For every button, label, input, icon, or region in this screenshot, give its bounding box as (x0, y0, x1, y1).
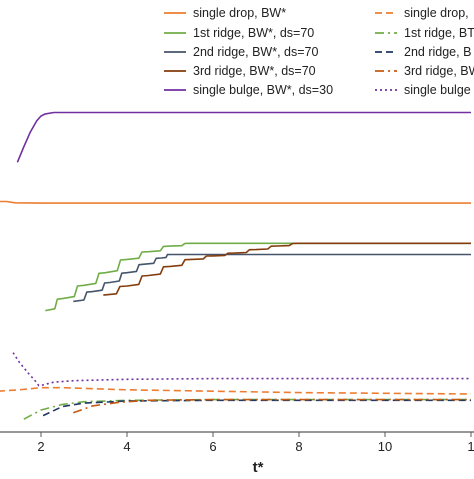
series-line (0, 386, 472, 395)
x-tick-label: 2 (37, 439, 44, 454)
x-axis-title: t* (253, 459, 264, 474)
series-line (42, 399, 471, 417)
axes-layer: 2 4 6 8 10 1 (0, 431, 474, 454)
legend-label: 2nd ridge, B (404, 45, 471, 59)
legend-label: 3rd ridge, BW (404, 64, 474, 78)
series-line (45, 242, 471, 312)
legend-label: single bulge, BW*, ds=30 (193, 83, 333, 97)
series-line (73, 398, 471, 414)
series-line (103, 242, 471, 296)
legend-label: 1st ridge, BT (404, 26, 474, 40)
legend-label: 1st ridge, BW*, ds=70 (193, 26, 314, 40)
x-tick-label: 10 (378, 439, 392, 454)
x-tick-label: 1 (467, 439, 474, 454)
series-line (0, 200, 471, 204)
series-line (12, 352, 471, 387)
series-line (73, 253, 471, 303)
legend: single drop, BW* 1st ridge, BW*, ds=70 2nd… (164, 6, 474, 97)
legend-label: single drop, (404, 6, 469, 20)
x-tick-label: 6 (209, 439, 216, 454)
legend-label: single drop, BW* (193, 6, 286, 20)
x-tick-label: 4 (123, 439, 130, 454)
series-line (16, 111, 471, 163)
x-tick-label: 8 (295, 439, 302, 454)
legend-label: single bulge (404, 83, 471, 97)
legend-label: 3rd ridge, BW*, ds=70 (193, 64, 316, 78)
series-layer (0, 111, 472, 420)
legend-label: 2nd ridge, BW*, ds=70 (193, 45, 318, 59)
